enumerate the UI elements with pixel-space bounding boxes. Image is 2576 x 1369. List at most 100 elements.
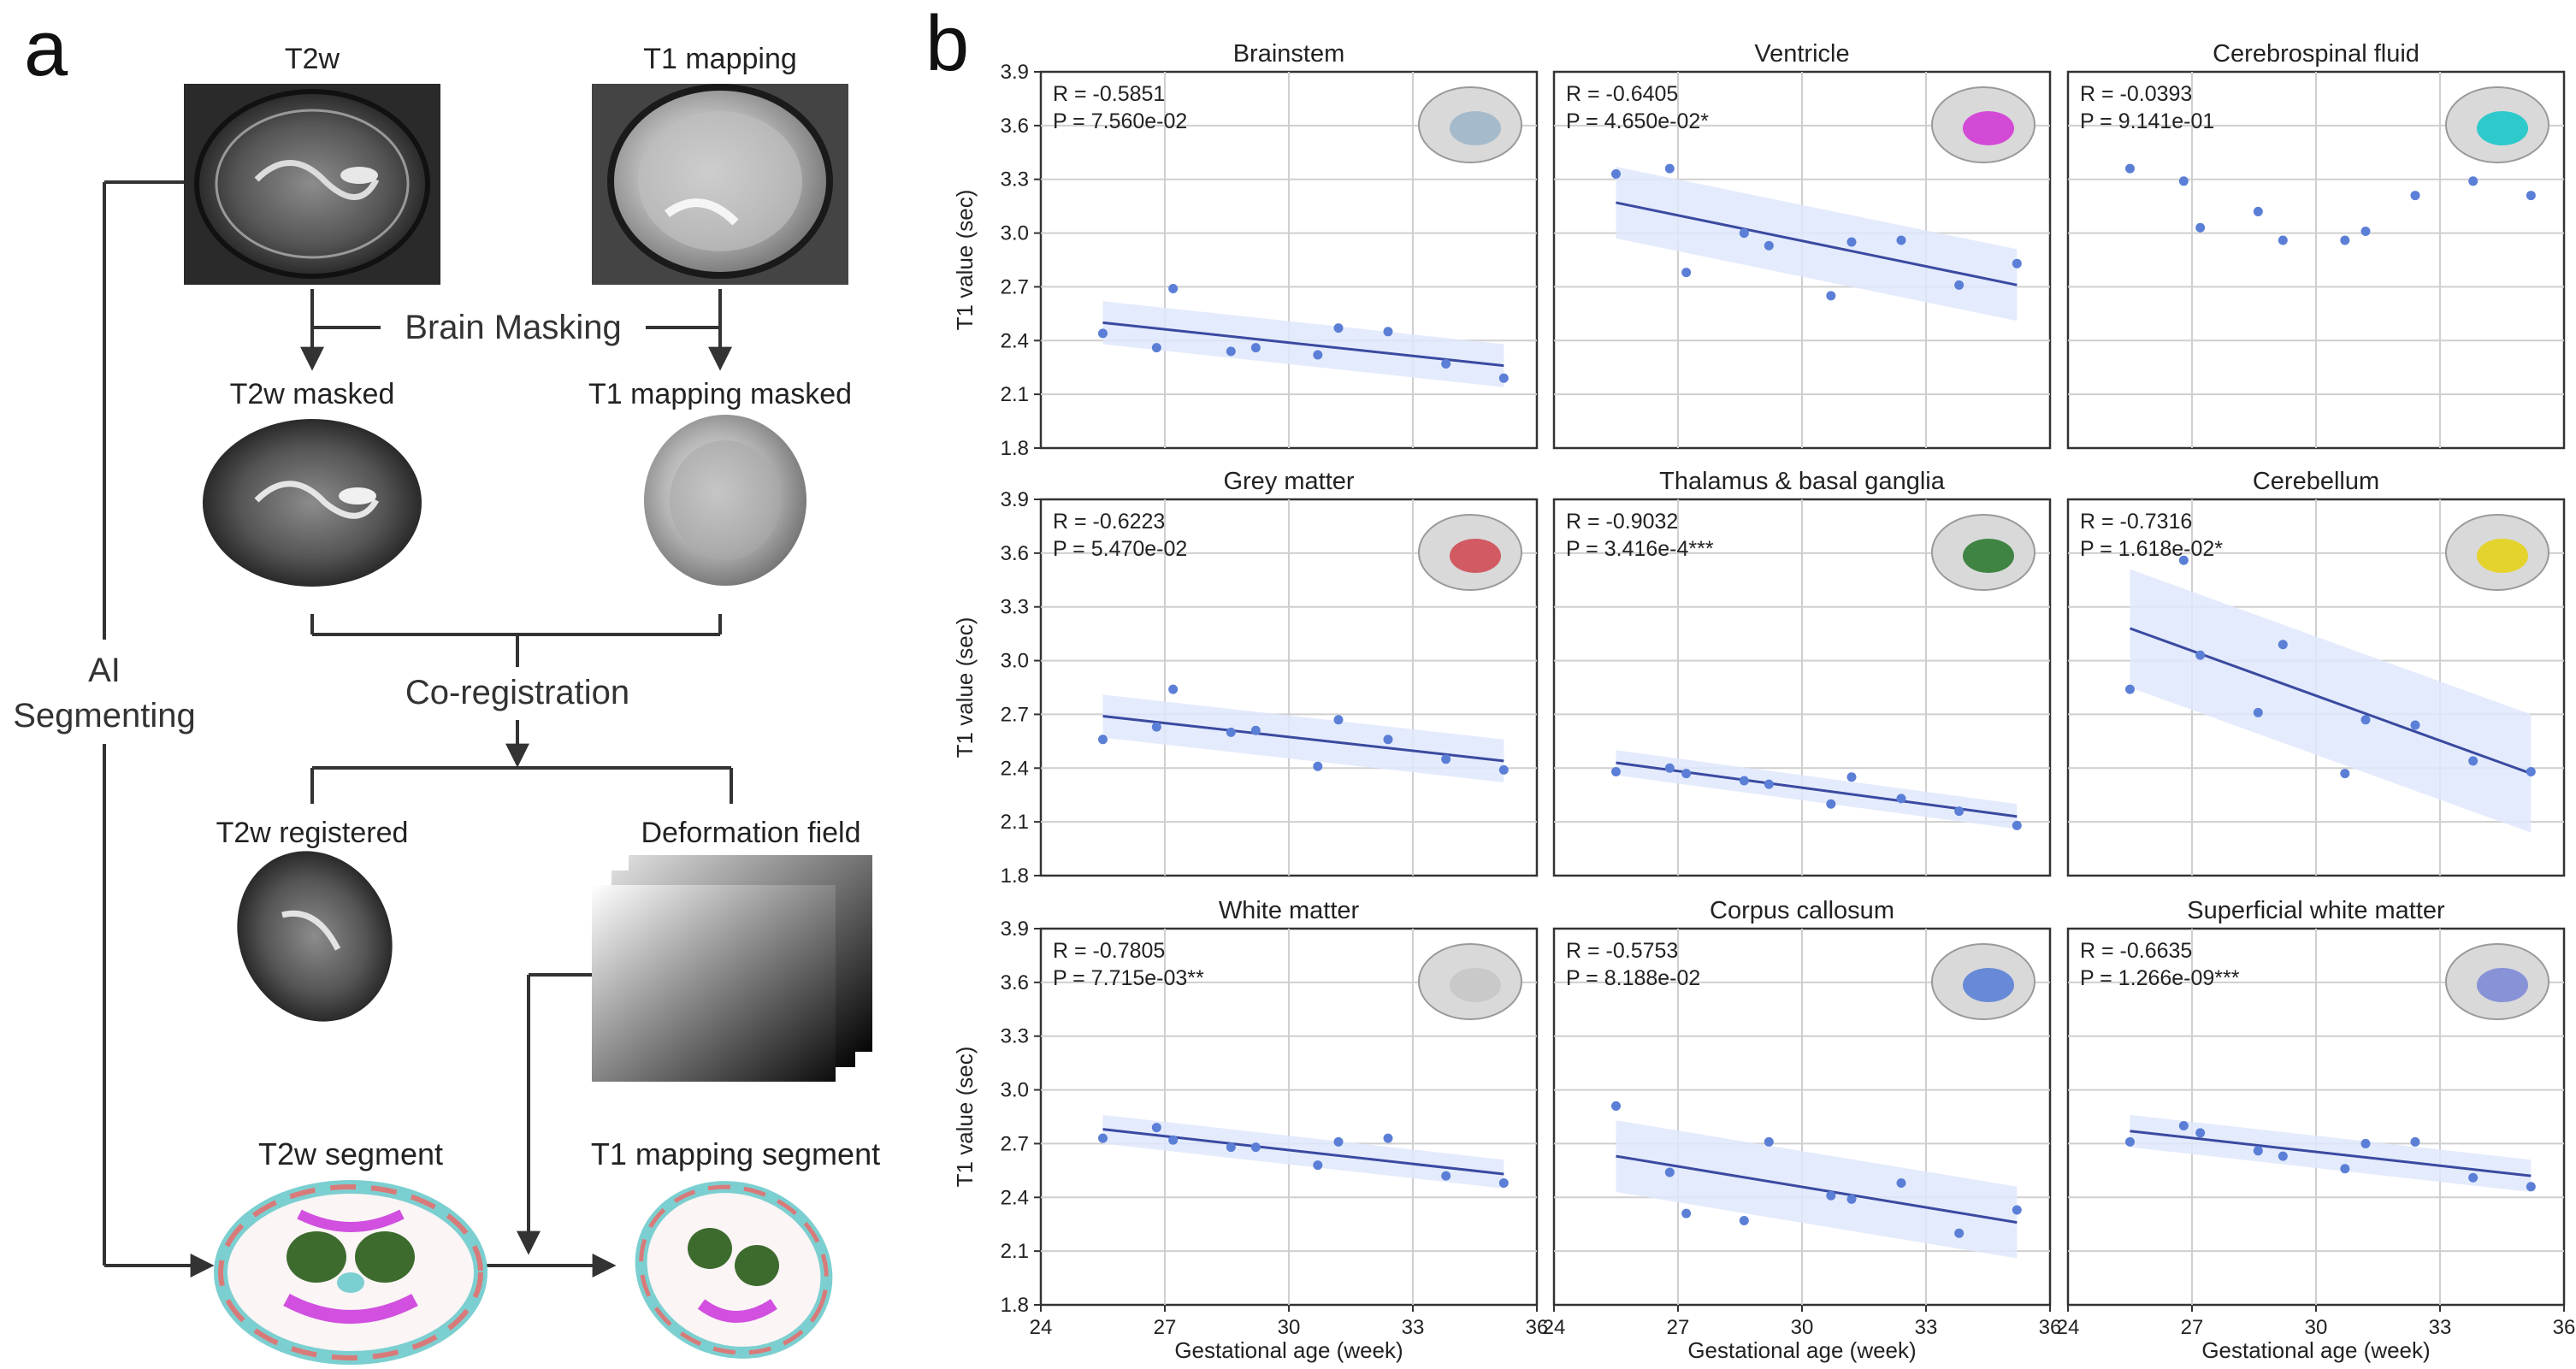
data-point <box>1098 1133 1108 1143</box>
y-tick-label: 2.1 <box>1001 811 1029 834</box>
x-tick-label: 36 <box>2039 1316 2062 1339</box>
data-point <box>2526 1182 2536 1192</box>
stats-p: P = 7.560e-02 <box>1053 109 1187 133</box>
y-tick-label: 3.3 <box>1001 596 1029 619</box>
y-tick-label: 3.9 <box>1001 61 1029 84</box>
t2w-image <box>184 84 440 285</box>
x-tick-label: 24 <box>1543 1316 1566 1339</box>
data-point <box>1441 359 1451 369</box>
regression-line <box>2130 1130 2532 1177</box>
y-tick-label: 2.4 <box>1001 329 1029 352</box>
data-point <box>1168 1135 1179 1145</box>
data-point <box>1611 168 1621 179</box>
brain-brainstem-icon-region <box>1450 111 1501 145</box>
data-point <box>1739 1216 1749 1226</box>
t2w-label: T2w <box>285 43 340 75</box>
chart-title: Grey matter <box>1223 468 1354 495</box>
data-point <box>1313 761 1323 771</box>
data-point <box>1383 1133 1393 1143</box>
coreg-label: Co-registration <box>405 674 629 711</box>
stats-p: P = 5.470e-02 <box>1053 537 1187 561</box>
chart-title: Brainstem <box>1233 40 1345 68</box>
data-point <box>1333 715 1344 725</box>
data-point <box>1664 763 1675 773</box>
data-point <box>1498 1178 1509 1189</box>
t2w-registered-label: T2w registered <box>216 817 409 849</box>
data-point <box>1611 766 1621 776</box>
stats-r: R = -0.5753 <box>1566 939 1678 963</box>
data-point <box>1681 769 1692 779</box>
t1-image <box>592 84 848 285</box>
data-point <box>2253 1146 2263 1156</box>
data-point <box>2360 715 2371 725</box>
data-point <box>1826 291 1836 301</box>
ai-label-2: Segmenting <box>13 697 195 735</box>
stats-r: R = -0.6635 <box>2080 939 2192 963</box>
y-tick-label: 2.1 <box>1001 383 1029 406</box>
chart-title: Thalamus & basal ganglia <box>1659 468 1946 495</box>
data-point <box>1383 735 1393 745</box>
t2w-registered-image <box>237 851 393 1022</box>
chart-3: Cerebrospinal fluid R = -0.0393 P = 9.141e… <box>2066 40 2566 450</box>
data-point <box>1168 284 1179 294</box>
y-tick-label: 3.0 <box>1001 1079 1029 1102</box>
y-tick-label: 2.4 <box>1001 1186 1029 1209</box>
data-point <box>2012 820 2022 830</box>
data-point <box>2360 226 2371 236</box>
x-tick-label: 33 <box>1915 1316 1938 1339</box>
chart-title: Superficial white matter <box>2187 897 2445 924</box>
y-tick-label: 2.1 <box>1001 1240 1029 1263</box>
stats-p: P = 4.650e-02* <box>1566 109 1709 133</box>
t1-segment-image <box>635 1181 833 1359</box>
data-point <box>1764 779 1774 789</box>
t2w-masked-image <box>203 419 422 587</box>
data-point <box>1250 725 1261 735</box>
y-tick-label: 2.4 <box>1001 757 1029 780</box>
t1-label: T1 mapping <box>643 43 797 75</box>
y-tick-label: 2.7 <box>1001 703 1029 726</box>
stats-p: P = 7.715e-03** <box>1053 966 1204 990</box>
brain-white-matter-icon-region <box>1450 968 1501 1002</box>
chart-6: Cerebellum R = -0.7316 P = 1.618e-02* <box>2066 468 2566 877</box>
stats-r: R = -0.7805 <box>1053 939 1165 963</box>
data-point <box>2195 1128 2206 1138</box>
brain-superficial-wm-icon-region <box>2477 968 2528 1002</box>
x-tick-label: 30 <box>1278 1316 1301 1339</box>
y-tick-label: 3.6 <box>1001 115 1029 138</box>
chart-2: Ventricle R = -0.6405 P = 4.650e-02* <box>1552 40 2052 450</box>
data-point <box>2012 1205 2022 1215</box>
data-point <box>2410 720 2420 730</box>
deformation-field-image <box>592 855 872 1082</box>
data-point <box>2526 191 2536 201</box>
panel-a-label: a <box>24 5 68 92</box>
x-tick-label: 27 <box>2181 1316 2204 1339</box>
brain-cerebellum-icon-region <box>2477 539 2528 573</box>
data-point <box>1826 1190 1836 1201</box>
chart-title: Cerebellum <box>2253 468 2379 495</box>
x-tick-label: 30 <box>2305 1316 2328 1339</box>
brain-ventricle-icon-region <box>1963 111 2014 145</box>
t2w-segment-label: T2w segment <box>258 1136 443 1171</box>
data-point <box>2278 235 2288 245</box>
chart-4: Grey matter R = -0.6223 P = 5.470e-02 1.8 2.… <box>952 468 1539 888</box>
data-point <box>2195 222 2206 233</box>
chart-title: Corpus callosum <box>1710 897 1894 924</box>
y-tick-label: 1.8 <box>1001 864 1029 888</box>
data-point <box>1441 754 1451 764</box>
data-point <box>1664 163 1675 174</box>
t1-segment-label: T1 mapping segment <box>591 1136 880 1171</box>
brain-masking-label: Brain Masking <box>405 309 621 346</box>
data-point <box>1226 1142 1236 1153</box>
data-point <box>1250 1142 1261 1153</box>
data-point <box>1333 323 1344 333</box>
t2w-masked-label: T2w masked <box>230 378 395 410</box>
y-tick-label: 3.3 <box>1001 168 1029 192</box>
data-point <box>1313 1160 1323 1171</box>
data-point <box>2178 176 2189 186</box>
data-point <box>1739 228 1749 239</box>
regression-line <box>1102 1128 1504 1176</box>
data-point <box>1764 240 1774 251</box>
data-point <box>1954 280 1964 290</box>
